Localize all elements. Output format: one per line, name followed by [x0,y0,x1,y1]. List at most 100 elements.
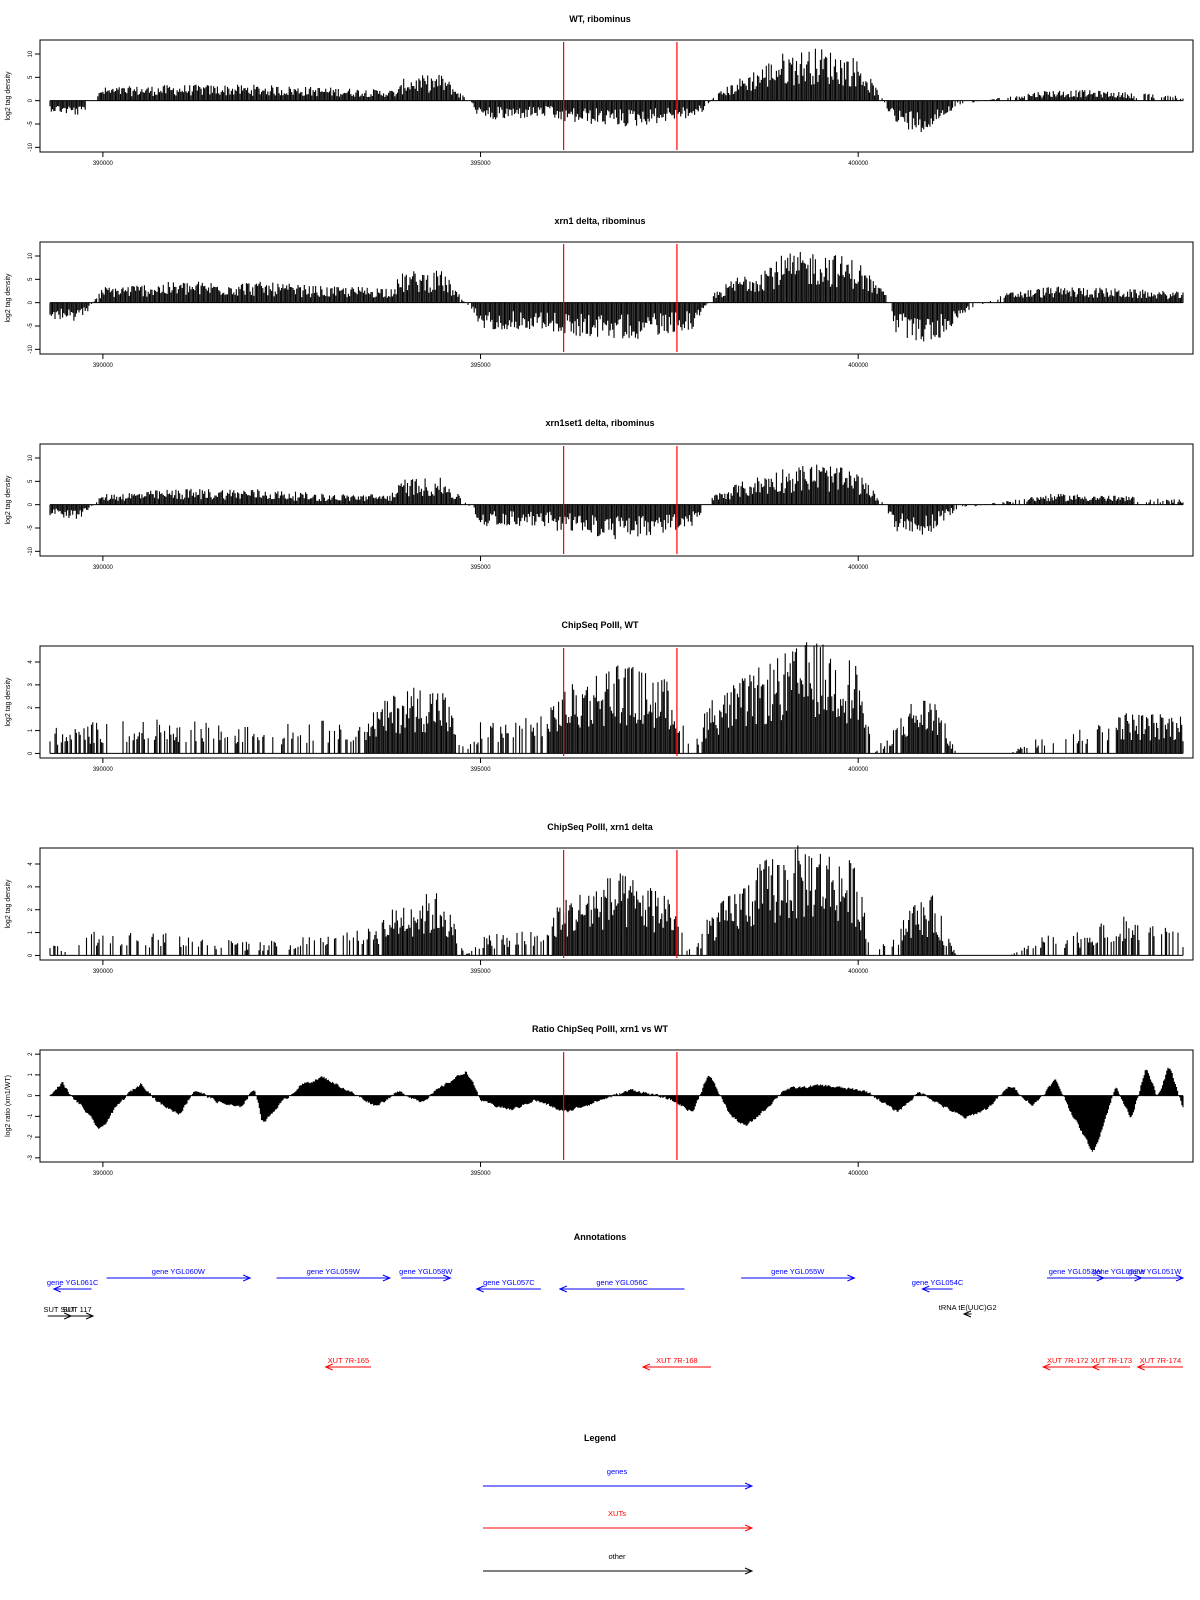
feature-label: gene YGL056C [596,1278,648,1287]
feature-label: XUT 7R-165 [328,1356,370,1365]
annotation-feature: gene YGL056C [558,1278,685,1293]
annotation-feature: gene YGL058W [399,1267,453,1282]
y-tick-label: 2 [28,705,34,709]
x-tick-label: 390000 [93,767,114,773]
x-tick-label: 395000 [471,767,492,773]
x-tick-label: 395000 [471,969,492,975]
y-tick-label: -5 [28,525,34,531]
legend-label: genes [607,1467,628,1476]
y-tick-label: -3 [28,1155,34,1161]
arrow-head-icon [324,1363,333,1371]
annotations-title: Annotations [574,1232,627,1242]
annotation-feature: gene YGL061C [47,1278,99,1293]
data-bars [49,642,1184,754]
y-tick-label: 4 [28,660,34,664]
annotation-feature: gene YGL054C [912,1278,964,1293]
x-tick-label: 400000 [848,767,869,773]
arrow-head-icon [382,1274,392,1282]
panel-title: ChipSeq PolII, WT [562,620,639,630]
x-tick-label: 395000 [471,161,492,167]
panel-title: xrn1 delta, ribominus [554,216,645,226]
x-tick-label: 390000 [93,161,114,167]
x-tick-label: 400000 [848,565,869,571]
y-tick-label: 5 [28,277,34,281]
annotation-feature: SUT 117 [61,1305,95,1320]
y-tick-label: 0 [28,1093,34,1097]
arrow-head-icon [1175,1274,1185,1282]
feature-label: gene YGL058W [399,1267,453,1276]
annotation-feature: gene YGL051W [1126,1267,1185,1282]
legend-label: XUTs [608,1509,626,1518]
y-axis-label: log2 tag density [5,677,12,727]
track-panel: WT, ribominus log2 tag density -10 -5 0 5 10 39… [5,14,1194,167]
plot-frame [39,645,1194,759]
y-tick-label: -1 [28,1113,34,1119]
y-axis-label: log2 tag density [5,273,12,323]
data-bars [49,1067,1184,1152]
arrow-head-icon [1136,1363,1145,1371]
plot-frame [39,443,1194,557]
y-tick-label: 2 [28,1052,34,1056]
annotation-feature: XUT 7R-165 [324,1356,372,1371]
arrow-head-icon [52,1285,61,1293]
data-bars [49,252,1184,342]
y-tick-label: 0 [28,98,34,102]
y-tick-label: 10 [28,50,34,57]
y-tick-label: 1 [28,1073,34,1077]
legend-item: other [483,1552,754,1575]
annotation-feature: tRNA tE(UUC)G2 [939,1303,997,1318]
arrow-head-icon [744,1524,754,1532]
feature-label: SUT SUT [43,1305,75,1314]
y-tick-label: -5 [28,323,34,329]
arrow-head-icon [847,1274,856,1282]
y-tick-label: 1 [28,930,34,934]
legend-panel: Legend genes XUTs other [483,1433,754,1575]
panel-title: WT, ribominus [569,14,631,24]
y-tick-label: -10 [28,344,34,353]
arrow-head-icon [558,1285,568,1293]
panel-title: xrn1set1 delta, ribominus [545,418,654,428]
feature-label: gene YGL059W [307,1267,361,1276]
annotation-feature: gene YGL059W [276,1267,392,1282]
y-tick-label: -5 [28,121,34,127]
plot-frame [39,1049,1194,1163]
annotation-feature: XUT 7R-168 [641,1356,711,1371]
arrow-head-icon [744,1567,754,1575]
arrow-head-icon [1041,1363,1051,1371]
y-tick-label: 4 [28,862,34,866]
arrow-head-icon [242,1274,252,1282]
y-tick-label: 1 [28,728,34,732]
feature-label: gene YGL060W [152,1267,206,1276]
legend-items: genes XUTs other [483,1467,754,1575]
x-tick-label: 400000 [848,161,869,167]
x-tick-label: 395000 [471,1171,492,1177]
legend-title: Legend [584,1433,616,1443]
feature-label: XUT 7R-174 [1140,1356,1182,1365]
arrow-head-icon [443,1274,452,1282]
x-tick-label: 390000 [93,969,114,975]
y-tick-label: 0 [28,953,34,957]
data-bars [49,48,1184,132]
y-axis-label: log2 tag density [5,879,12,929]
track-panel: xrn1 delta, ribominus log2 tag density -10… [5,216,1194,369]
panel-title: Ratio ChipSeq PolII, xrn1 vs WT [532,1024,669,1034]
feature-label: gene YGL051W [1128,1267,1182,1276]
y-axis-label: log2 tag density [5,71,12,121]
y-tick-label: 10 [28,252,34,259]
plot-frame [39,241,1194,355]
feature-label: gene YGL053W [1049,1267,1103,1276]
arrow-head-icon [641,1363,651,1371]
y-tick-label: 0 [28,751,34,755]
feature-label: XUT 7R-173 [1090,1356,1132,1365]
y-tick-label: 3 [28,683,34,687]
legend-label: other [608,1552,626,1561]
annotation-feature: gene YGL055W [741,1267,856,1282]
arrow-head-icon [744,1482,754,1490]
annotation-feature: XUT 7R-173 [1090,1356,1132,1371]
x-tick-label: 400000 [848,363,869,369]
annotation-features: gene YGL061C gene YGL060W gene YGL059W gene… [43,1267,1185,1371]
feature-label: gene YGL052W [1092,1267,1146,1276]
x-tick-label: 400000 [848,969,869,975]
